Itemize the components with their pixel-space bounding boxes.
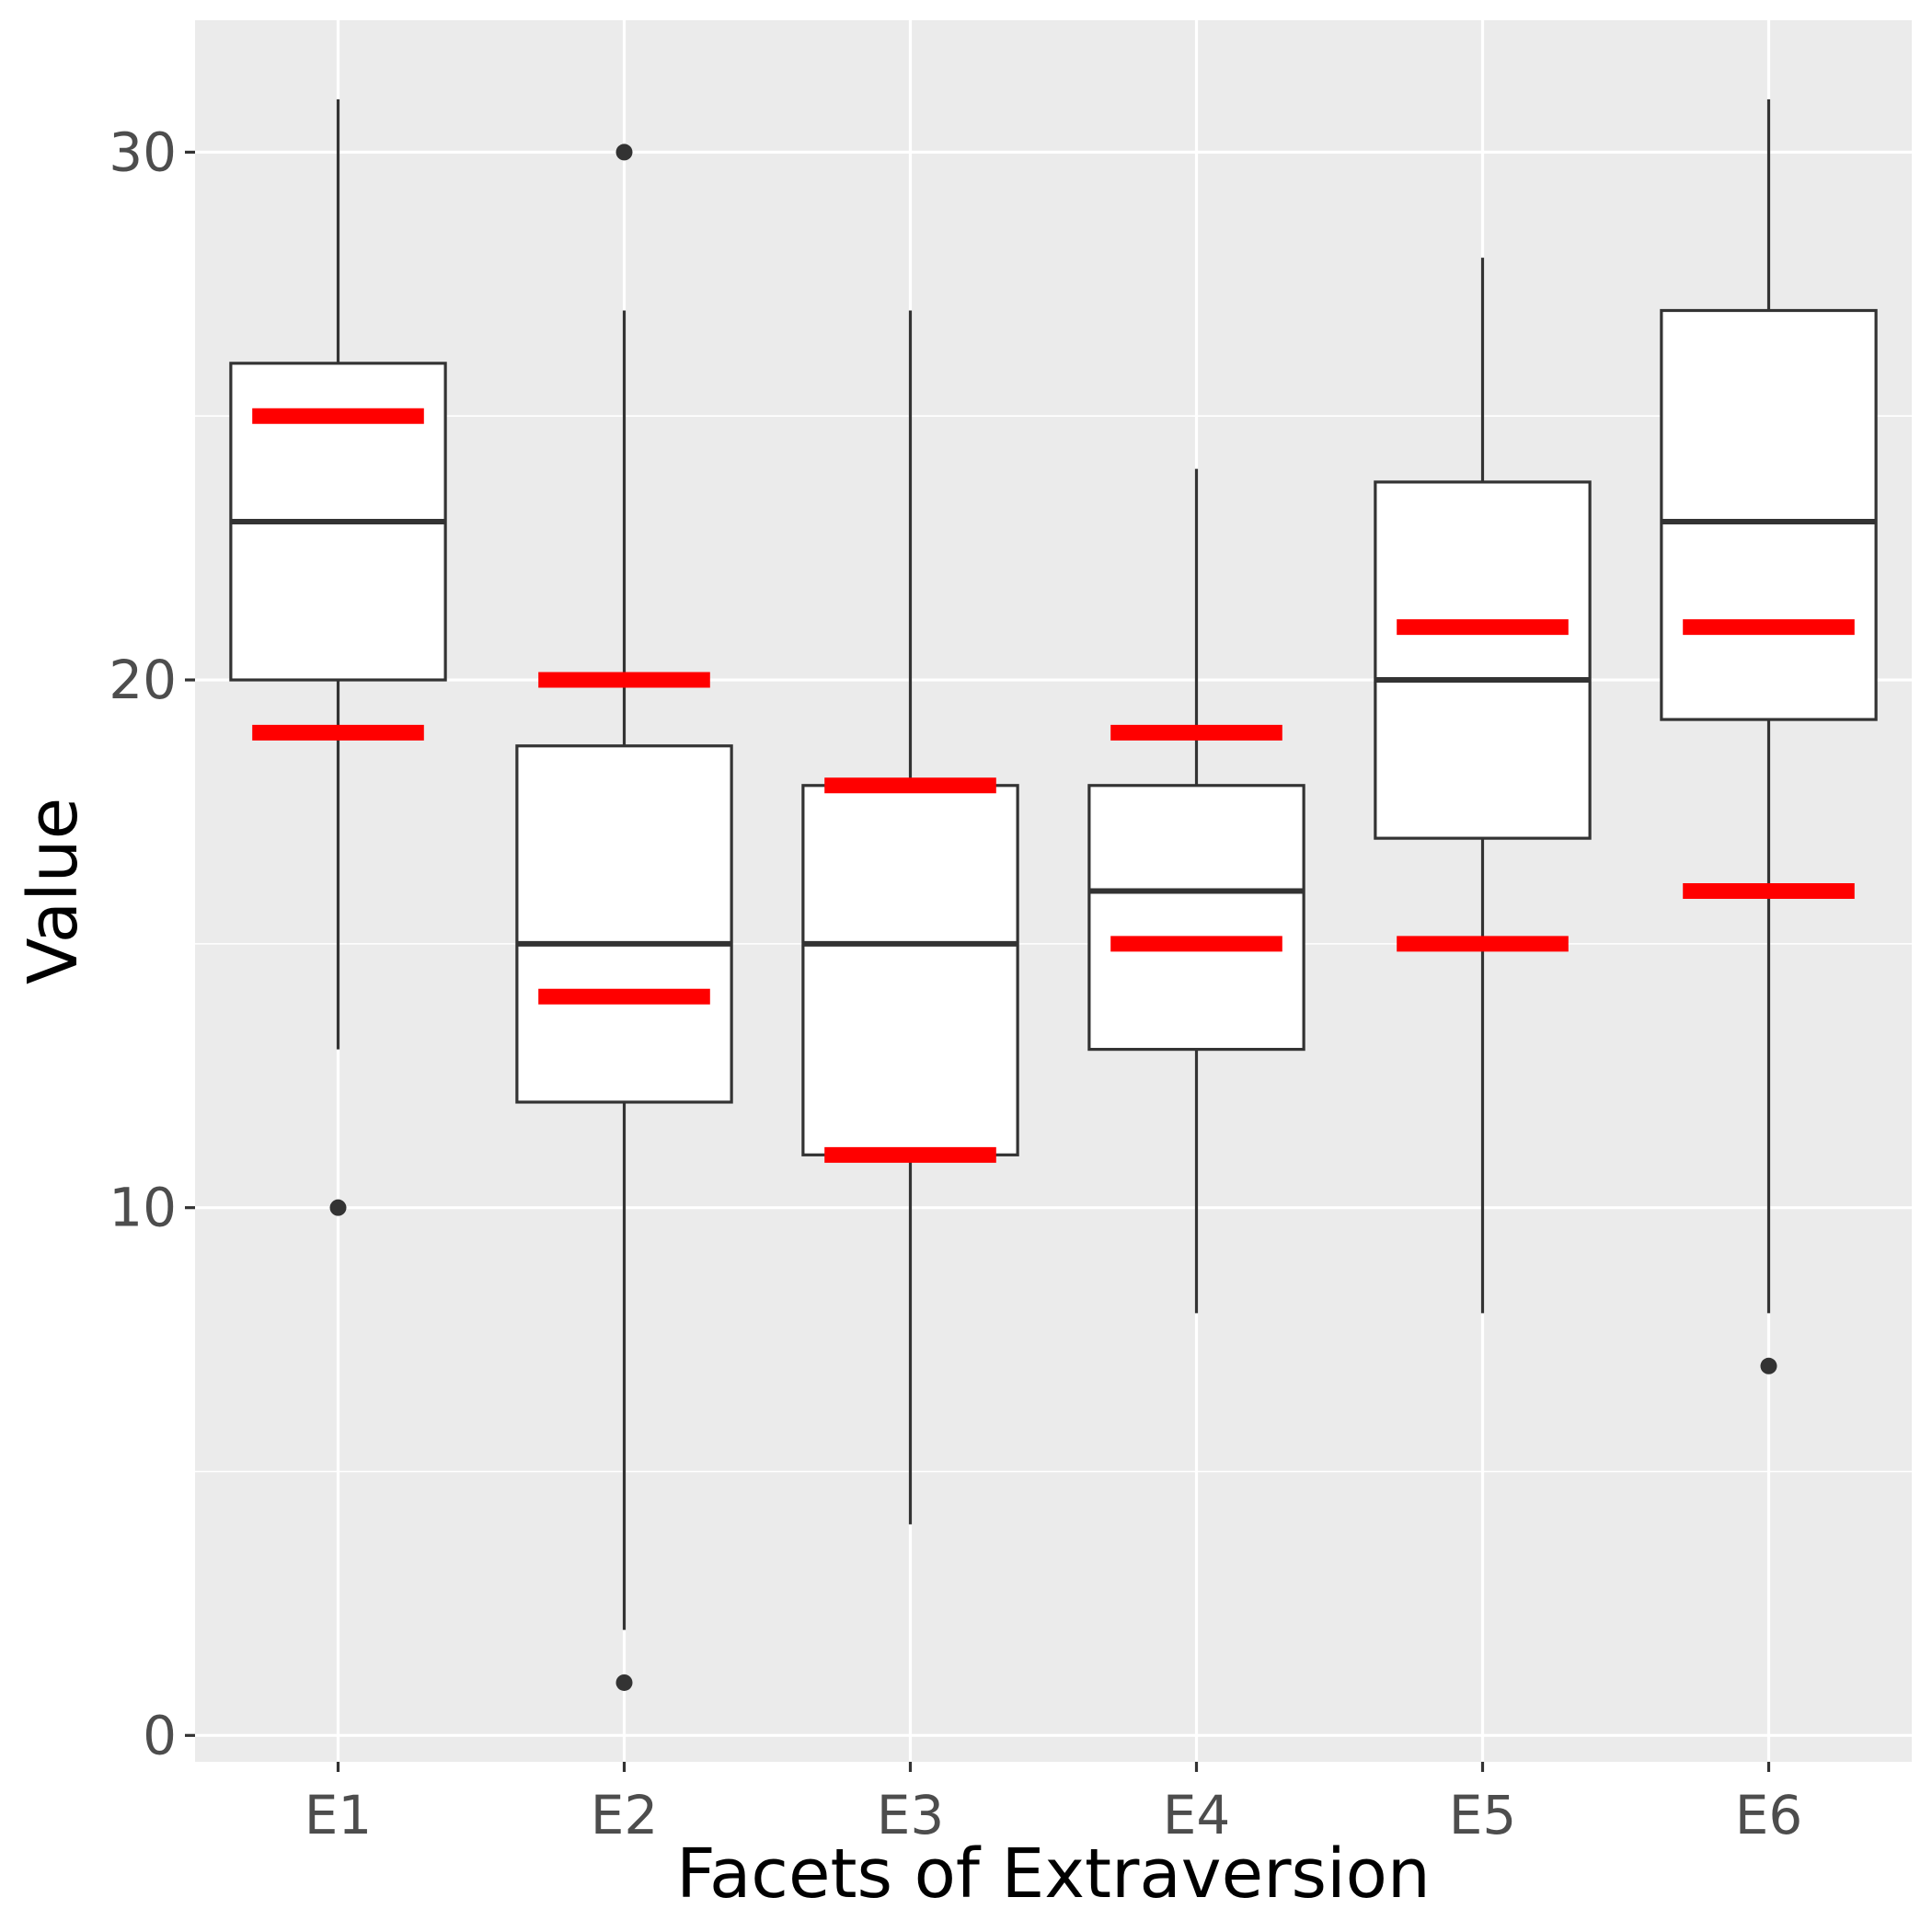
x-tick-label: E2 [591, 1784, 659, 1846]
box-e5 [1374, 258, 1592, 1314]
x-axis-title: Facets of Extraversion [676, 1834, 1431, 1914]
box-e2 [515, 144, 733, 1691]
iqr-box [801, 784, 1019, 1156]
iqr-box [1374, 480, 1592, 840]
reference-marks [252, 408, 1855, 1163]
outlier-point [615, 144, 633, 161]
x-tick-label: E6 [1735, 1784, 1803, 1846]
x-tick-label: E5 [1449, 1784, 1517, 1846]
outlier-point [329, 1199, 347, 1216]
y-axis-title: Value [14, 798, 93, 984]
box-e6 [1660, 99, 1878, 1374]
x-tick-label: E4 [1163, 1784, 1231, 1846]
x-tick-label: E3 [877, 1784, 945, 1846]
outlier-point [615, 1673, 633, 1691]
box-series [229, 99, 1878, 1691]
plot-panel [195, 20, 1912, 1762]
y-tick-label: 30 [109, 121, 177, 183]
outlier-point [1760, 1357, 1777, 1374]
iqr-box [515, 744, 733, 1104]
y-axis: 0 10 20 30 [109, 121, 195, 1766]
iqr-box [1660, 308, 1878, 721]
y-tick-label: 10 [109, 1177, 177, 1239]
x-axis: E1 E2 E3 E4 E5 E6 [305, 1762, 1803, 1846]
x-tick-label: E1 [305, 1784, 373, 1846]
box-e3 [801, 310, 1019, 1524]
minor-gridlines [195, 415, 1912, 1473]
box-e4 [1087, 468, 1305, 1314]
iqr-box [1087, 784, 1305, 1052]
y-tick-label: 0 [143, 1704, 177, 1766]
y-tick-label: 20 [109, 649, 177, 711]
